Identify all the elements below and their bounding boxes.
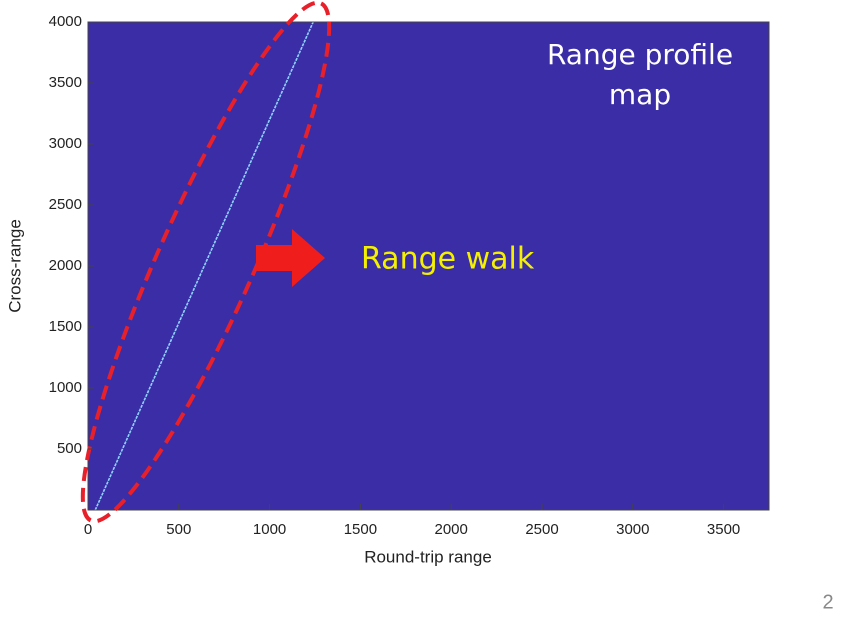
y-tick-label: 3500: [49, 74, 82, 91]
annotation: Range profile: [547, 38, 733, 71]
y-tick-label: 2500: [49, 196, 82, 213]
y-axis-label: Cross-range: [5, 219, 24, 313]
annotation: Range walk: [361, 242, 535, 277]
x-tick-label: 1500: [344, 521, 377, 538]
x-tick-label: 1000: [253, 521, 286, 538]
x-axis-label: Round-trip range: [364, 547, 492, 566]
y-tick-label: 1500: [49, 318, 82, 335]
x-tick-label: 2500: [525, 521, 558, 538]
y-tick-label: 3000: [49, 135, 82, 152]
x-tick-label: 3000: [616, 521, 649, 538]
trace-line: [94, 21, 314, 511]
page-number: 2: [822, 591, 833, 613]
highlight-ellipse: [80, 0, 332, 524]
annotation: map: [609, 78, 671, 111]
x-tick-label: 2000: [435, 521, 468, 538]
x-tick-label: 500: [166, 521, 191, 538]
plot-area: [88, 22, 769, 510]
arrow: [256, 229, 325, 287]
x-tick-label: 3500: [707, 521, 740, 538]
y-tick-label: 4000: [49, 13, 82, 30]
x-tick-label: 0: [84, 521, 92, 538]
y-tick-label: 2000: [49, 257, 82, 274]
y-tick-label: 500: [57, 440, 82, 457]
y-tick-label: 1000: [49, 379, 82, 396]
